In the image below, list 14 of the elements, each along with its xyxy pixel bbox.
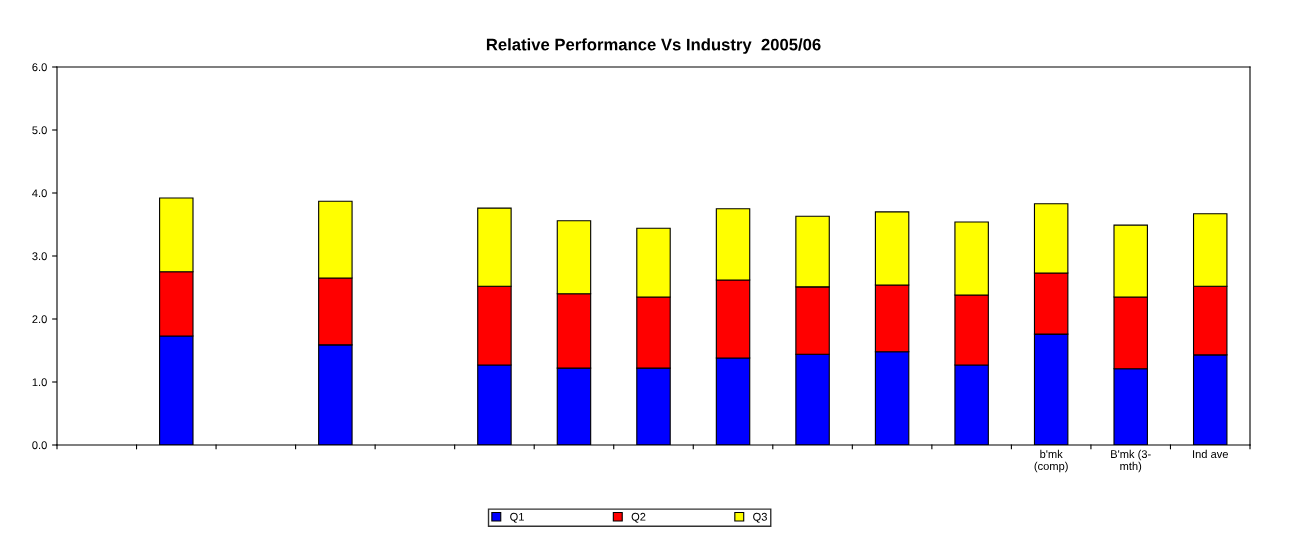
chart-title: Relative Performance Vs Industry 2005/06 bbox=[486, 38, 821, 54]
x-tick-label: B'mk (3- mth) bbox=[1111, 449, 1151, 473]
legend-label: Q1 bbox=[510, 512, 524, 523]
y-tick-label: 2.0 bbox=[32, 315, 47, 324]
y-tick-label: 4.0 bbox=[32, 189, 47, 198]
legend-label: Q2 bbox=[631, 512, 646, 523]
y-tick-label: 6.0 bbox=[32, 63, 47, 72]
y-tick-label: 0.0 bbox=[32, 441, 47, 450]
legend-label: Q3 bbox=[753, 512, 767, 523]
y-tick-label: 5.0 bbox=[32, 126, 47, 135]
x-tick-label: b'mk (comp) bbox=[1034, 449, 1068, 473]
y-tick-label: 1.0 bbox=[32, 378, 47, 387]
y-tick-label: 3.0 bbox=[32, 252, 47, 261]
x-tick-label: Ind ave bbox=[1193, 449, 1228, 459]
